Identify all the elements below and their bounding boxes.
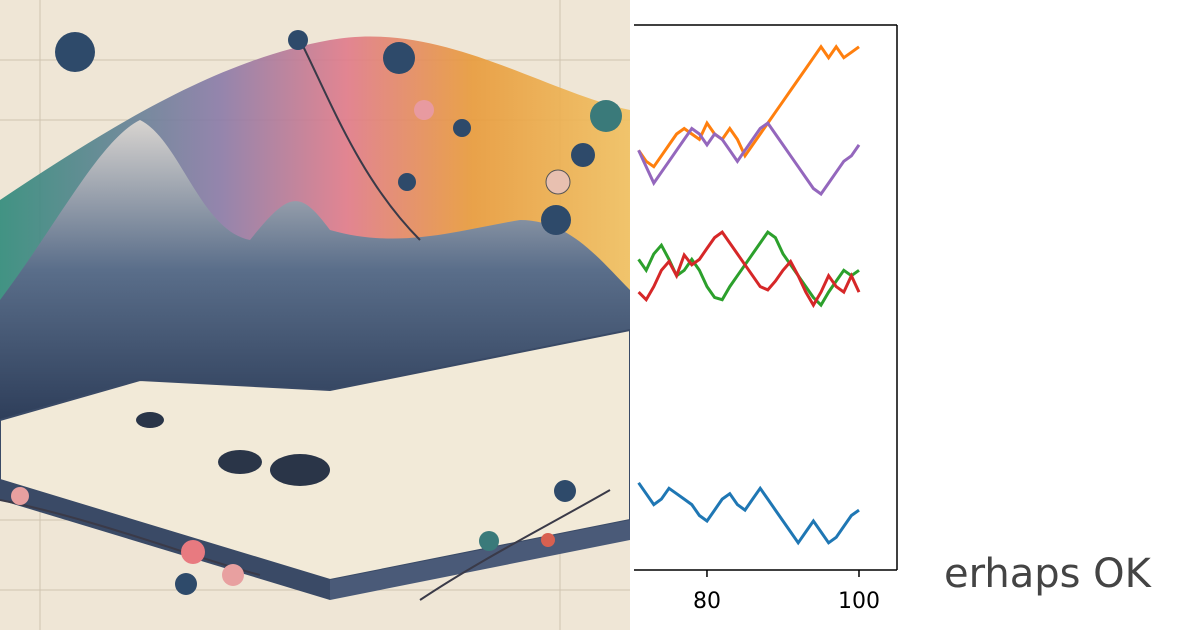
chart: 80 100 [634,24,898,614]
caption: erhaps OK [944,551,1153,597]
line-series [637,121,861,197]
line-series [637,481,860,546]
line-series [637,44,860,169]
chart-background [630,0,1200,630]
x-tick-label: 80 [693,589,721,614]
decorative-dots [11,30,622,595]
x-tick-label: 100 [838,589,880,614]
line-series [637,229,861,309]
illustration [0,0,630,630]
